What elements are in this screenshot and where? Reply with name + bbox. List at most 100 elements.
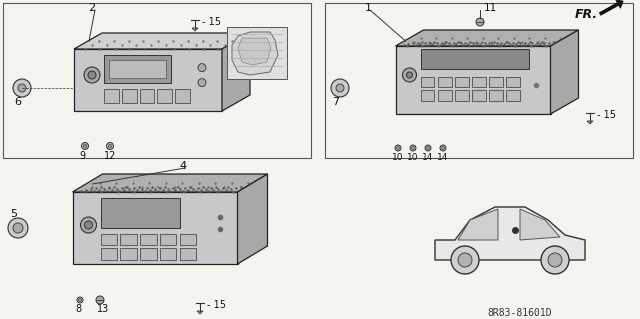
Circle shape <box>395 145 401 151</box>
Bar <box>454 77 468 87</box>
Bar <box>109 60 166 78</box>
Bar <box>72 192 237 264</box>
Bar <box>122 89 136 103</box>
Circle shape <box>106 143 113 150</box>
Text: 8: 8 <box>75 304 81 314</box>
Polygon shape <box>458 209 498 240</box>
Circle shape <box>81 217 97 233</box>
Circle shape <box>476 18 484 26</box>
Polygon shape <box>238 38 271 65</box>
Circle shape <box>403 68 417 82</box>
Text: - 15: - 15 <box>202 17 221 27</box>
Bar <box>420 77 435 87</box>
Polygon shape <box>197 311 203 314</box>
Circle shape <box>336 84 344 92</box>
Circle shape <box>412 146 415 150</box>
Polygon shape <box>550 30 579 114</box>
Circle shape <box>198 78 206 86</box>
Bar <box>489 90 502 101</box>
Bar <box>100 234 117 245</box>
Bar <box>420 49 529 70</box>
Text: 14: 14 <box>422 153 434 162</box>
Circle shape <box>406 72 413 78</box>
Polygon shape <box>232 32 278 75</box>
Text: 2: 2 <box>88 3 95 13</box>
Circle shape <box>108 144 112 148</box>
Text: - 15: - 15 <box>207 300 226 310</box>
Circle shape <box>458 253 472 267</box>
Circle shape <box>541 246 569 274</box>
Circle shape <box>548 253 562 267</box>
Text: - 15: - 15 <box>597 110 616 120</box>
Circle shape <box>96 296 104 304</box>
Bar <box>104 55 171 83</box>
Text: 8R83-81601D: 8R83-81601D <box>488 308 552 318</box>
Bar <box>100 198 180 228</box>
Polygon shape <box>587 121 593 124</box>
Circle shape <box>426 146 429 150</box>
Text: 14: 14 <box>437 153 449 162</box>
Bar <box>140 89 154 103</box>
Bar <box>325 3 633 158</box>
Text: FR.: FR. <box>575 8 598 20</box>
Polygon shape <box>192 28 198 31</box>
FancyArrow shape <box>599 0 623 15</box>
Bar <box>160 234 177 245</box>
Circle shape <box>8 218 28 238</box>
Bar <box>180 248 196 260</box>
Bar <box>140 248 157 260</box>
Polygon shape <box>74 33 250 49</box>
Bar <box>74 49 222 111</box>
Bar <box>472 77 486 87</box>
Text: 10: 10 <box>407 153 419 162</box>
Bar <box>396 46 550 114</box>
Bar <box>438 77 451 87</box>
Bar <box>454 90 468 101</box>
Bar <box>489 77 502 87</box>
Circle shape <box>410 145 416 151</box>
Bar <box>506 90 520 101</box>
Bar <box>438 90 451 101</box>
Bar <box>506 77 520 87</box>
Circle shape <box>13 79 31 97</box>
Circle shape <box>18 84 26 92</box>
Circle shape <box>84 221 93 229</box>
Text: 10: 10 <box>392 153 404 162</box>
Text: 13: 13 <box>97 304 109 314</box>
Circle shape <box>425 145 431 151</box>
Text: 4: 4 <box>179 161 187 171</box>
Circle shape <box>88 71 96 79</box>
Circle shape <box>79 299 81 301</box>
Circle shape <box>331 79 349 97</box>
Circle shape <box>397 146 399 150</box>
Text: 11: 11 <box>484 3 497 13</box>
Polygon shape <box>520 209 560 240</box>
Polygon shape <box>222 33 250 111</box>
FancyBboxPatch shape <box>227 27 287 79</box>
Text: 7: 7 <box>332 97 340 107</box>
Bar <box>104 89 119 103</box>
Polygon shape <box>396 30 579 46</box>
Bar <box>472 90 486 101</box>
Bar <box>100 248 117 260</box>
Circle shape <box>442 146 445 150</box>
Text: 12: 12 <box>104 151 116 161</box>
Bar <box>180 234 196 245</box>
Circle shape <box>451 246 479 274</box>
Circle shape <box>198 63 206 71</box>
Circle shape <box>77 297 83 303</box>
Circle shape <box>83 144 87 148</box>
Text: 6: 6 <box>15 97 22 107</box>
Polygon shape <box>435 207 585 260</box>
Bar <box>140 234 157 245</box>
Bar <box>120 234 137 245</box>
Polygon shape <box>237 174 268 264</box>
Bar <box>420 90 435 101</box>
Circle shape <box>84 67 100 83</box>
Bar <box>120 248 137 260</box>
Text: 1: 1 <box>365 3 371 13</box>
Circle shape <box>13 223 23 233</box>
Circle shape <box>81 143 88 150</box>
Bar <box>160 248 177 260</box>
Polygon shape <box>72 174 268 192</box>
